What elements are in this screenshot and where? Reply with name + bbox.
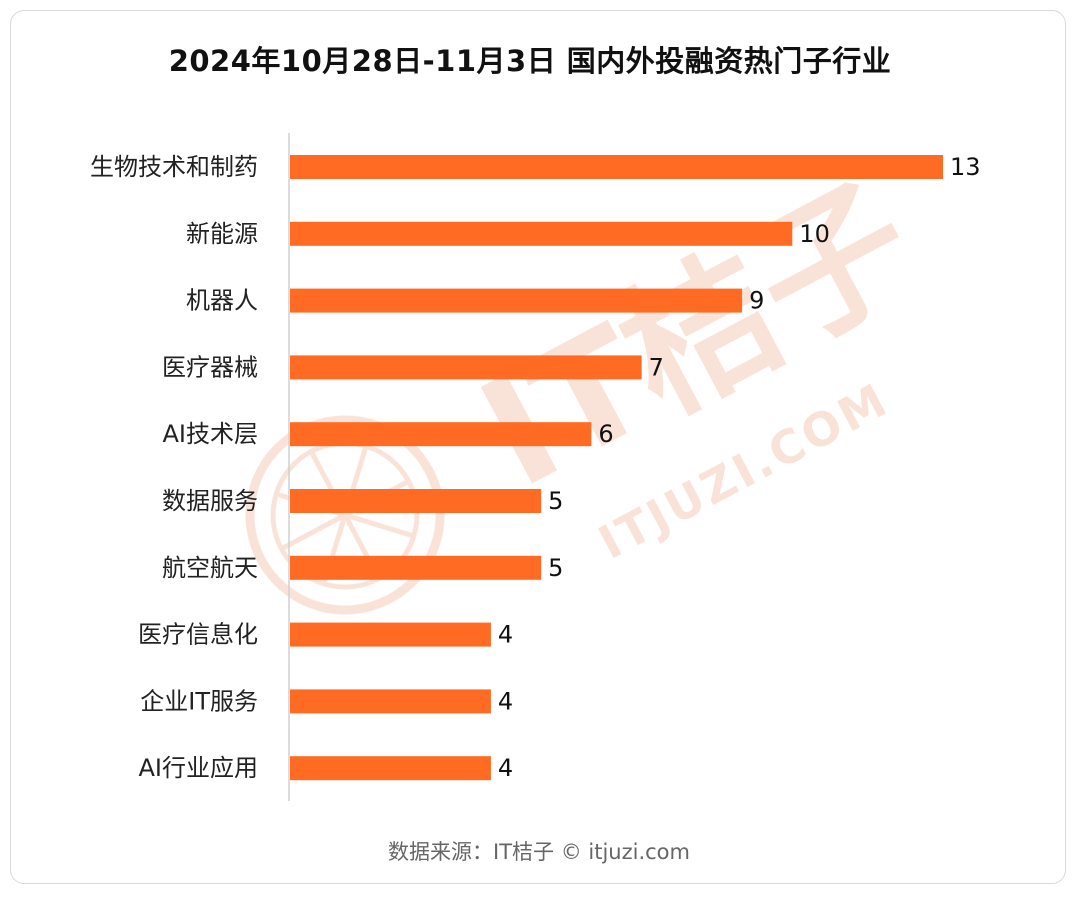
- bar: [290, 756, 491, 781]
- category-label: 机器人: [186, 287, 258, 315]
- bar-value-label: 13: [950, 153, 981, 181]
- bar: [290, 555, 542, 580]
- bar: [290, 155, 943, 179]
- bar: [290, 622, 491, 647]
- bar-value-label: 5: [548, 487, 563, 515]
- bar: [290, 288, 743, 313]
- bar-value-label: 9: [749, 287, 764, 315]
- bar: [290, 422, 592, 447]
- bar-value-label: 4: [498, 754, 513, 782]
- category-label: 医疗器械: [162, 353, 258, 381]
- category-label: 生物技术和制药: [90, 153, 258, 181]
- category-label: 企业IT服务: [140, 687, 258, 715]
- bar-value-label: 5: [548, 554, 563, 582]
- bar: [290, 689, 491, 714]
- bar-value-label: 10: [799, 220, 830, 248]
- bar: [290, 355, 642, 380]
- bars-layer: 生物技术和制药 13 新能源 10 机器人 9 医疗器械 7 AI技术层 6 数据服务 5 航空航天 5 医…: [90, 153, 981, 782]
- category-label: 数据服务: [162, 487, 258, 515]
- bar-value-label: 6: [598, 420, 613, 448]
- bar: [290, 489, 542, 513]
- category-label: AI行业应用: [139, 754, 259, 782]
- category-label: AI技术层: [163, 420, 259, 448]
- source-note: 数据来源：IT桔子 © itjuzi.com: [388, 840, 690, 864]
- category-label: 新能源: [186, 220, 258, 248]
- bar: [290, 221, 793, 246]
- bar-value-label: 4: [498, 687, 513, 715]
- bar-value-label: 7: [649, 353, 664, 381]
- category-label: 医疗信息化: [138, 621, 258, 649]
- bar-value-label: 4: [498, 621, 513, 649]
- category-label: 航空航天: [162, 554, 258, 582]
- chart-title: 2024年10月28日-11月3日 国内外投融资热门子行业: [168, 44, 892, 78]
